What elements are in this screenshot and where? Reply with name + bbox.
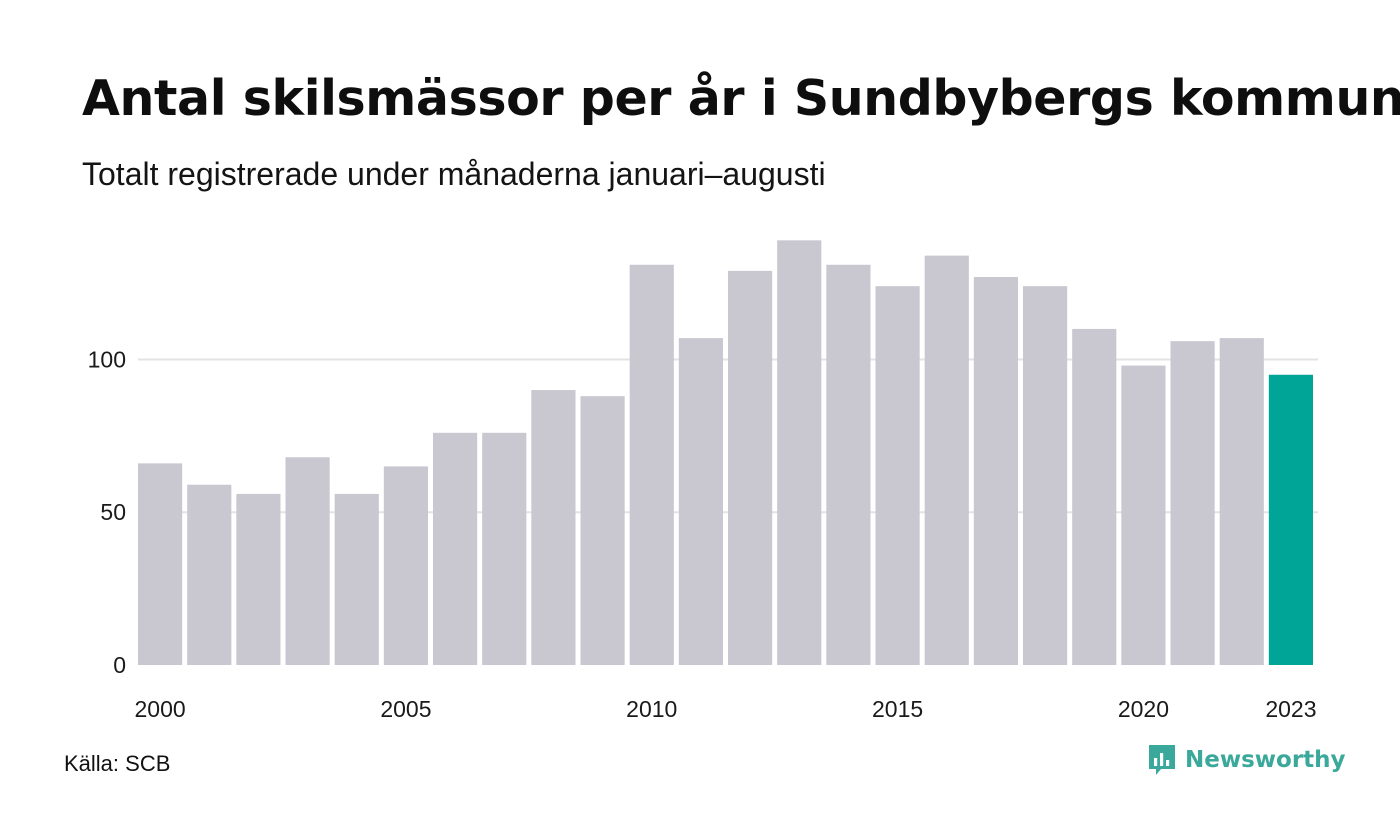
bar-chart: 0 50 100 2000 2005 2010 2015 2020 2023 — [88, 240, 1318, 722]
bar-2019 — [1072, 328, 1117, 665]
bar-2008 — [531, 390, 576, 665]
bar-2007 — [482, 432, 527, 665]
x-tick-label: 2000 — [134, 696, 185, 722]
brand-name: Newsworthy — [1185, 747, 1346, 773]
x-tick-label: 2005 — [380, 696, 431, 722]
bars — [138, 240, 1313, 666]
y-tick-label: 0 — [113, 652, 126, 678]
x-tick-label: 2020 — [1118, 696, 1169, 722]
bar-2004 — [334, 493, 379, 665]
x-tick-label: 2023 — [1265, 696, 1316, 722]
x-axis-ticks: 2000 2005 2010 2015 2020 2023 — [134, 696, 1316, 722]
bar-2001 — [187, 484, 232, 665]
y-tick-label: 50 — [100, 499, 126, 525]
bar-2009 — [580, 396, 625, 665]
bar-2002 — [236, 493, 281, 665]
bar-2018 — [1023, 286, 1068, 665]
bar-2020 — [1121, 365, 1166, 665]
x-tick-label: 2010 — [626, 696, 677, 722]
bar-2013 — [777, 240, 822, 665]
bar-2014 — [826, 264, 871, 665]
y-tick-label: 100 — [88, 346, 126, 372]
chart-subtitle: Totalt registrerade under månaderna janu… — [82, 156, 826, 192]
bar-2022 — [1219, 338, 1264, 665]
bar-2011 — [678, 338, 723, 665]
bar-2017 — [973, 276, 1018, 665]
x-tick-label: 2015 — [872, 696, 923, 722]
bar-2016 — [924, 255, 969, 666]
bar-chart-speech-bubble-icon — [1149, 745, 1175, 775]
bar-2010 — [629, 264, 674, 665]
bar-2006 — [433, 432, 478, 665]
bar-2003 — [285, 457, 330, 665]
newsworthy-logo: Newsworthy — [1147, 743, 1346, 777]
bar-2005 — [383, 466, 428, 665]
chart-title: Antal skilsmässor per år i Sundbybergs k… — [82, 70, 1400, 127]
y-axis-ticks: 0 50 100 — [88, 346, 126, 678]
bar-2012 — [728, 270, 773, 665]
bar-2023 — [1268, 374, 1313, 665]
bar-2000 — [138, 463, 183, 665]
source-note: Källa: SCB — [64, 751, 171, 776]
bar-2021 — [1170, 341, 1215, 665]
bar-2015 — [875, 286, 920, 665]
